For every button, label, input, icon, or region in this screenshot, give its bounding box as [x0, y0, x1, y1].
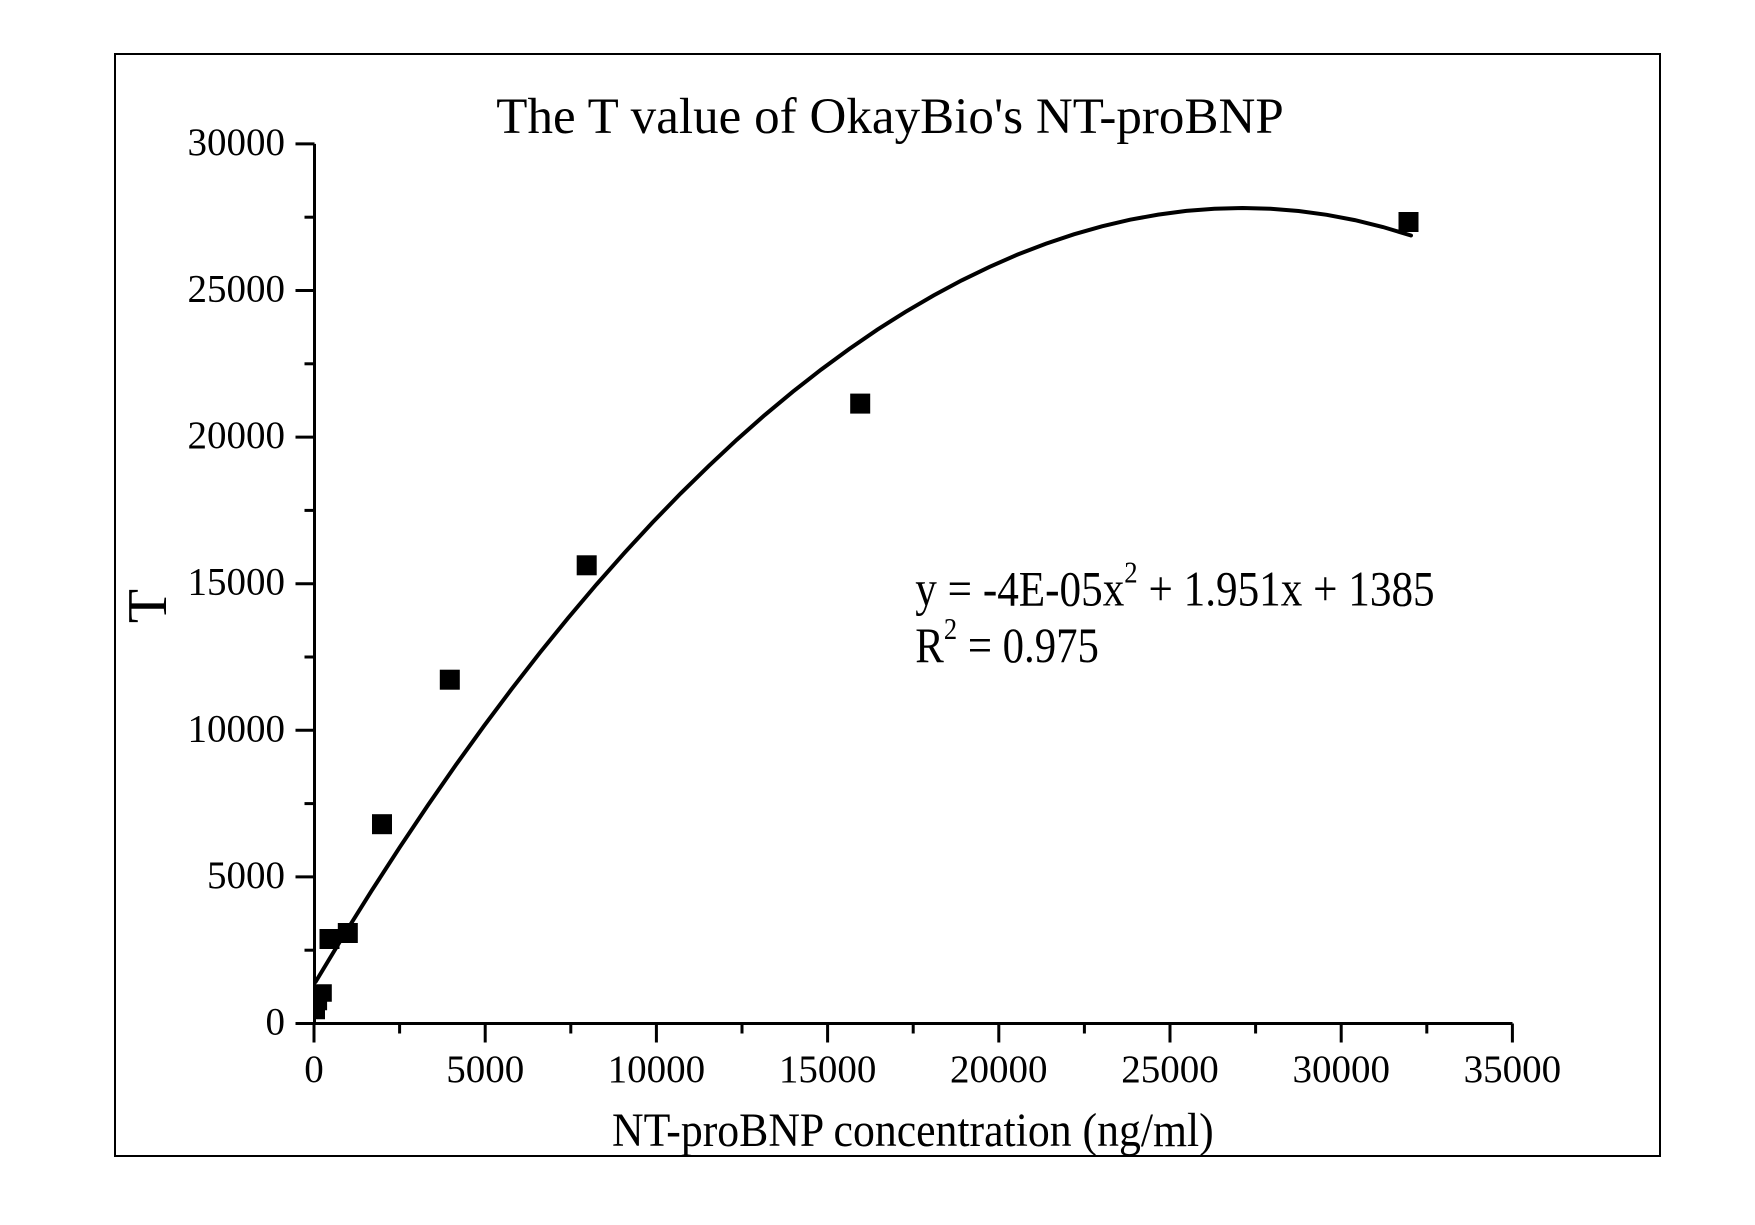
svg-text:The T value of OkayBio's NT-pr: The T value of OkayBio's NT-proBNP	[496, 89, 1284, 145]
svg-text:0: 0	[304, 1048, 324, 1091]
svg-text:10000: 10000	[188, 707, 286, 750]
svg-text:5000: 5000	[207, 854, 285, 897]
svg-text:T: T	[117, 589, 179, 623]
svg-text:NT-proBNP concentration (ng/ml: NT-proBNP concentration (ng/ml)	[612, 1103, 1214, 1156]
svg-text:30000: 30000	[1292, 1048, 1390, 1091]
svg-text:R2 = 0.975: R2 = 0.975	[915, 612, 1099, 674]
svg-text:35000: 35000	[1464, 1048, 1562, 1091]
svg-text:5000: 5000	[446, 1048, 524, 1091]
svg-text:30000: 30000	[188, 121, 286, 164]
svg-text:15000: 15000	[779, 1048, 877, 1091]
svg-text:10000: 10000	[608, 1048, 706, 1091]
svg-text:25000: 25000	[1121, 1048, 1219, 1091]
svg-text:0: 0	[266, 1001, 286, 1044]
svg-text:20000: 20000	[950, 1048, 1048, 1091]
svg-text:y = -4E-05x2 + 1.951x + 1385: y = -4E-05x2 + 1.951x + 1385	[915, 556, 1434, 618]
svg-text:20000: 20000	[188, 414, 286, 457]
svg-text:25000: 25000	[188, 268, 286, 311]
svg-text:15000: 15000	[188, 561, 286, 604]
